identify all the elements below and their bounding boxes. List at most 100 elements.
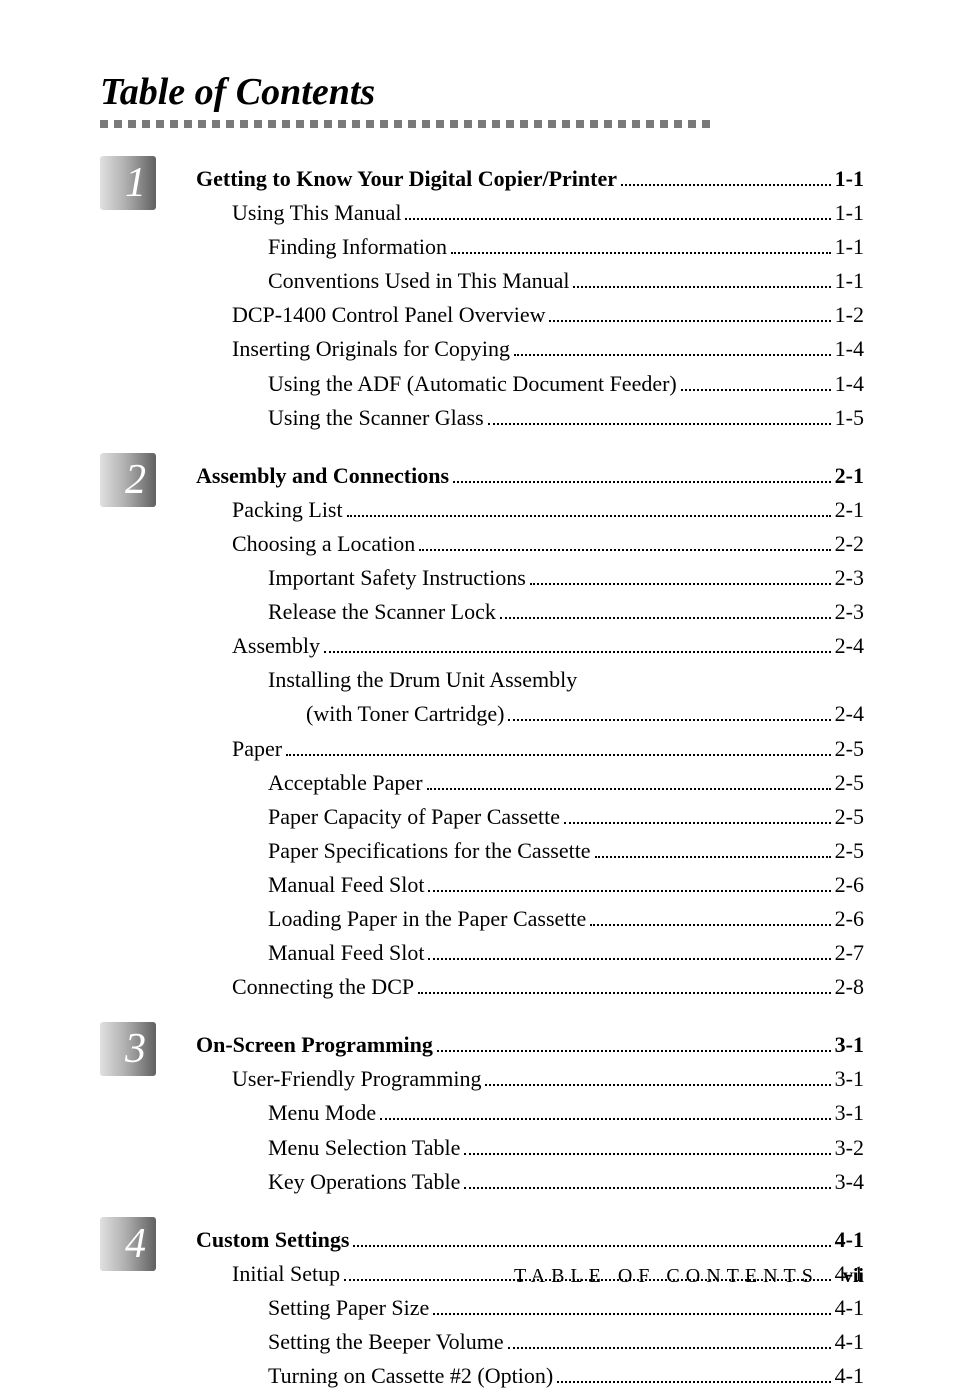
toc-entry-label: Key Operations Table — [268, 1165, 460, 1199]
toc-entry: (with Toner Cartridge) 2-4 — [196, 697, 864, 731]
toc-leader — [405, 218, 830, 220]
chapter-content: Custom Settings 4-1Initial Setup 4-1Sett… — [156, 1217, 864, 1393]
toc-entry-label: Conventions Used in This Manual — [268, 264, 569, 298]
table-of-contents: 1 Getting to Know Your Digital Copier/Pri… — [100, 156, 864, 1393]
chapter-number: 4 — [125, 1220, 146, 1268]
toc-entry-page: 2-6 — [835, 868, 864, 902]
toc-entry: Paper Capacity of Paper Cassette 2-5 — [196, 800, 864, 834]
chapter-content: Assembly and Connections 2-1Packing List… — [156, 453, 864, 1005]
chapter-content: Getting to Know Your Digital Copier/Prin… — [156, 156, 864, 435]
toc-heading: Assembly and Connections 2-1 — [196, 459, 864, 493]
toc-heading: Custom Settings 4-1 — [196, 1223, 864, 1257]
toc-entry-page: 4-1 — [835, 1359, 864, 1393]
toc-entry-page: 3-4 — [835, 1165, 864, 1199]
toc-heading-page: 1-1 — [835, 162, 864, 196]
toc-entry-label: Important Safety Instructions — [268, 561, 526, 595]
chapter-number: 1 — [125, 159, 146, 207]
toc-leader — [324, 651, 831, 653]
toc-entry: Finding Information 1-1 — [196, 230, 864, 264]
toc-leader — [508, 1347, 831, 1349]
toc-entry-page: 1-1 — [835, 230, 864, 264]
toc-entry: DCP-1400 Control Panel Overview 1-2 — [196, 298, 864, 332]
toc-entry-label: Connecting the DCP — [232, 970, 414, 1004]
toc-entry-label: Acceptable Paper — [268, 766, 423, 800]
toc-entry-label: Paper Capacity of Paper Cassette — [268, 800, 560, 834]
chapter-number-box: 2 — [100, 453, 156, 507]
toc-leader — [418, 992, 831, 994]
toc-heading: Getting to Know Your Digital Copier/Prin… — [196, 162, 864, 196]
chapter-number-box: 3 — [100, 1022, 156, 1076]
chapter-block: 4Custom Settings 4-1Initial Setup 4-1Set… — [100, 1217, 864, 1393]
toc-entry-label: Menu Selection Table — [268, 1131, 460, 1165]
toc-entry-label: (with Toner Cartridge) — [306, 697, 504, 731]
toc-entry-page: 4-1 — [835, 1325, 864, 1359]
toc-leader — [380, 1118, 831, 1120]
toc-leader — [549, 320, 830, 322]
toc-leader — [453, 481, 831, 483]
toc-leader — [590, 924, 830, 926]
divider — [100, 120, 864, 128]
toc-leader — [564, 822, 831, 824]
toc-leader — [573, 286, 830, 288]
footer-page-number: vii — [843, 1265, 864, 1288]
toc-entry-label: Paper Specifications for the Cassette — [268, 834, 591, 868]
toc-entry-label: Using the Scanner Glass — [268, 401, 484, 435]
chapter-block: 1 Getting to Know Your Digital Copier/Pri… — [100, 156, 864, 435]
toc-entry-page: 2-2 — [835, 527, 864, 561]
toc-entry-label: Menu Mode — [268, 1096, 376, 1130]
toc-leader — [347, 515, 831, 517]
toc-entry-page: 2-7 — [835, 936, 864, 970]
toc-entry-label: Using the ADF (Automatic Document Feeder… — [268, 367, 677, 401]
toc-entry-page: 1-4 — [835, 367, 864, 401]
toc-entry: Using This Manual 1-1 — [196, 196, 864, 230]
toc-entry: Conventions Used in This Manual 1-1 — [196, 264, 864, 298]
chapter-number: 3 — [125, 1025, 146, 1073]
toc-entry-label: Manual Feed Slot — [268, 868, 424, 902]
toc-entry: Paper 2-5 — [196, 732, 864, 766]
toc-entry-page: 1-1 — [835, 264, 864, 298]
toc-entry-page: 2-5 — [835, 834, 864, 868]
toc-entry: Turning on Cassette #2 (Option) 4-1 — [196, 1359, 864, 1393]
toc-entry-label: Manual Feed Slot — [268, 936, 424, 970]
toc-entry-page: 1-1 — [835, 196, 864, 230]
toc-entry: Using the Scanner Glass 1-5 — [196, 401, 864, 435]
toc-entry-page: 2-5 — [835, 766, 864, 800]
toc-entry: Installing the Drum Unit Assembly — [196, 663, 864, 697]
toc-leader — [557, 1381, 830, 1383]
page-footer: TABLE OF CONTENTS vii — [514, 1265, 864, 1288]
chapter-number-box: 4 — [100, 1217, 156, 1271]
toc-leader — [500, 617, 831, 619]
toc-entry-page: 2-5 — [835, 800, 864, 834]
toc-entry: Menu Selection Table 3-2 — [196, 1131, 864, 1165]
toc-entry-label: User-Friendly Programming — [232, 1062, 481, 1096]
toc-leader — [485, 1084, 830, 1086]
chapter-number: 2 — [125, 456, 146, 504]
toc-leader — [621, 184, 831, 186]
toc-leader — [419, 549, 830, 551]
toc-leader — [464, 1153, 830, 1155]
toc-entry-label: Assembly — [232, 629, 320, 663]
toc-leader — [451, 252, 831, 254]
toc-leader — [508, 719, 830, 721]
toc-entry: Acceptable Paper 2-5 — [196, 766, 864, 800]
toc-leader — [681, 389, 831, 391]
toc-entry-label: DCP-1400 Control Panel Overview — [232, 298, 545, 332]
toc-entry-label: Setting Paper Size — [268, 1291, 429, 1325]
chapter-block: 2Assembly and Connections 2-1Packing Lis… — [100, 453, 864, 1005]
chapter-block: 3On-Screen Programming 3-1User-Friendly … — [100, 1022, 864, 1198]
toc-leader — [530, 583, 831, 585]
toc-entry-page: 3-2 — [835, 1131, 864, 1165]
toc-entry-page: 2-3 — [835, 561, 864, 595]
toc-entry-page: 3-1 — [835, 1062, 864, 1096]
toc-entry-page: 3-1 — [835, 1096, 864, 1130]
toc-leader — [433, 1313, 830, 1315]
toc-entry: Manual Feed Slot 2-6 — [196, 868, 864, 902]
toc-leader — [437, 1050, 831, 1052]
toc-entry: Setting the Beeper Volume 4-1 — [196, 1325, 864, 1359]
toc-entry: Inserting Originals for Copying 1-4 — [196, 332, 864, 366]
toc-entry-page: 1-4 — [835, 332, 864, 366]
toc-entry-label: Installing the Drum Unit Assembly — [268, 663, 577, 697]
toc-entry-page: 2-8 — [835, 970, 864, 1004]
toc-entry: Manual Feed Slot 2-7 — [196, 936, 864, 970]
toc-entry: Connecting the DCP 2-8 — [196, 970, 864, 1004]
